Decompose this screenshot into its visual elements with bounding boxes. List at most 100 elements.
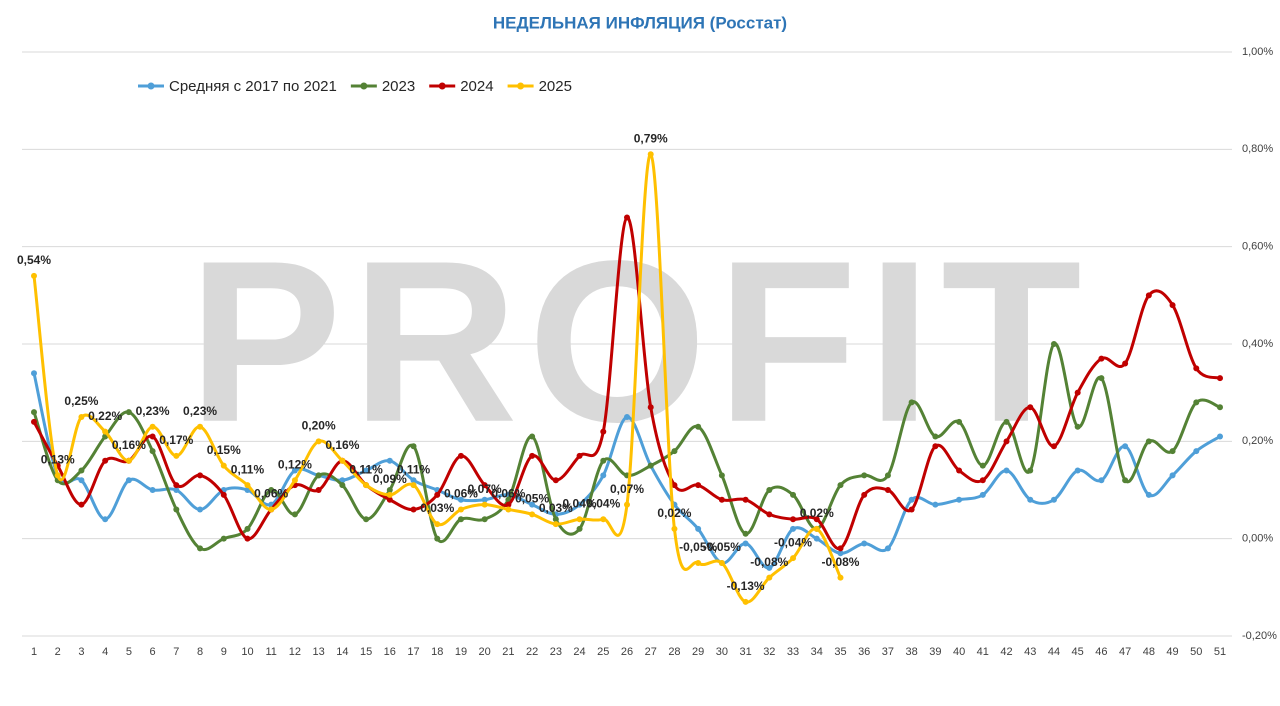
x-tick-label: 29 (692, 646, 704, 658)
legend-label: 2023 (382, 78, 415, 95)
data-label: 0,03% (420, 501, 454, 515)
x-tick-label: 7 (173, 646, 179, 658)
data-point (1098, 375, 1105, 382)
data-label: 0,07% (610, 482, 644, 496)
x-tick-label: 18 (431, 646, 443, 658)
data-label: -0,04% (774, 535, 812, 549)
y-tick-label: 1,00% (1242, 46, 1273, 58)
data-point (908, 496, 915, 503)
data-label: 0,06% (444, 487, 478, 501)
data-point (457, 516, 464, 523)
data-point (1050, 496, 1057, 503)
data-point (529, 433, 536, 440)
data-point (956, 496, 963, 503)
data-point (1217, 433, 1223, 440)
data-point (932, 443, 939, 450)
data-point (102, 428, 109, 435)
x-tick-label: 8 (197, 646, 203, 658)
data-point (173, 487, 180, 493)
x-tick-label: 42 (1000, 646, 1012, 658)
data-point (1122, 477, 1129, 484)
legend-marker (517, 82, 525, 90)
data-point (31, 370, 37, 377)
data-point (31, 409, 37, 416)
data-point (529, 501, 536, 508)
data-point (718, 560, 725, 566)
data-label: 0,54% (17, 253, 51, 267)
data-point (932, 433, 939, 440)
data-point (410, 443, 417, 450)
data-point (291, 511, 298, 518)
x-tick-label: 19 (455, 646, 467, 658)
y-tick-label: 0,80% (1242, 143, 1273, 155)
x-tick-label: 3 (78, 646, 84, 658)
data-point (979, 491, 986, 498)
data-point (457, 496, 464, 503)
x-tick-label: 44 (1048, 646, 1060, 658)
y-tick-label: 0,40% (1242, 338, 1273, 350)
x-tick-label: 32 (763, 646, 775, 658)
data-point (766, 487, 773, 493)
data-point (481, 501, 488, 508)
data-point (600, 457, 607, 464)
x-tick-label: 16 (384, 646, 396, 658)
x-tick-label: 46 (1095, 646, 1107, 658)
x-tick-label: 33 (787, 646, 799, 658)
x-tick-label: 40 (953, 646, 965, 658)
data-point (766, 511, 773, 518)
data-point (78, 501, 85, 508)
data-point (1003, 467, 1010, 474)
data-label: -0,08% (750, 555, 788, 569)
data-point (386, 457, 393, 464)
y-tick-label: 0,20% (1242, 435, 1273, 447)
data-label: -0,13% (727, 579, 765, 593)
x-tick-label: 48 (1143, 646, 1155, 658)
data-point (220, 491, 227, 498)
data-point (932, 501, 939, 508)
data-point (457, 506, 464, 513)
data-label: 0,16% (325, 438, 359, 452)
data-label: -0,08% (821, 555, 859, 569)
data-point (291, 477, 298, 484)
data-point (197, 423, 204, 430)
data-point (671, 448, 678, 455)
data-point (1145, 438, 1152, 445)
data-point (647, 151, 654, 158)
x-tick-label: 9 (221, 646, 227, 658)
x-tick-label: 14 (336, 646, 348, 658)
data-point (956, 418, 963, 425)
data-point (647, 404, 654, 411)
data-point (481, 496, 488, 503)
data-point (125, 409, 132, 416)
x-tick-label: 50 (1190, 646, 1202, 658)
data-point (884, 545, 891, 552)
x-tick-label: 5 (126, 646, 132, 658)
data-point (742, 496, 749, 503)
x-tick-label: 36 (858, 646, 870, 658)
data-point (386, 496, 393, 503)
x-tick-label: 2 (55, 646, 61, 658)
data-point (695, 560, 702, 566)
data-label: -0,05% (679, 540, 717, 554)
data-point (790, 516, 797, 523)
data-point (434, 521, 441, 528)
x-tick-label: 26 (621, 646, 633, 658)
x-tick-label: 4 (102, 646, 108, 658)
x-tick-label: 6 (150, 646, 156, 658)
data-point (244, 482, 251, 489)
data-label: 0,17% (159, 433, 193, 447)
data-point (505, 506, 512, 513)
data-point (31, 418, 37, 425)
data-point (505, 501, 512, 508)
data-label: 0,04% (586, 496, 620, 510)
data-label: 0,20% (302, 419, 336, 433)
data-point (624, 501, 630, 508)
data-point (149, 423, 156, 430)
data-point (695, 423, 702, 430)
x-tick-label: 37 (882, 646, 894, 658)
data-point (718, 472, 725, 479)
x-tick-label: 39 (929, 646, 941, 658)
data-point (790, 525, 797, 532)
data-point (315, 472, 322, 479)
data-label: 0,11% (231, 462, 265, 476)
